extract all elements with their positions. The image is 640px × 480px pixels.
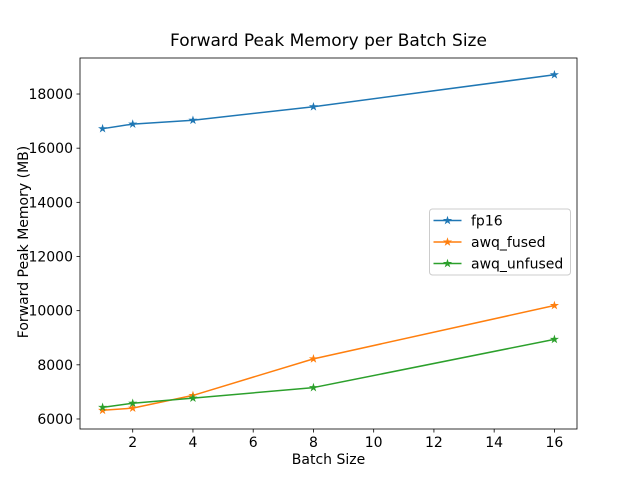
series-line-awq_unfused: [102, 338, 555, 409]
chart-title: Forward Peak Memory per Batch Size: [170, 31, 487, 51]
series-marker-awq_fused: [308, 354, 318, 363]
legend-label-fp16: fp16: [471, 214, 503, 230]
series-marker-fp16: [188, 115, 198, 125]
series-marker-fp16: [308, 101, 318, 111]
x-axis-label: Batch Size: [291, 452, 366, 468]
legend-label-awq_fused: awq_fused: [471, 235, 546, 251]
series-marker-awq_unfused: [308, 382, 318, 392]
y-tick-label: 16000: [28, 141, 73, 157]
series-marker-awq_unfused: [128, 398, 138, 408]
plot-border: [79, 57, 578, 430]
x-tick-label: 16: [545, 435, 563, 451]
series-marker-awq_fused: [549, 300, 559, 310]
x-tick-label: 8: [309, 435, 318, 451]
legend-box: [429, 208, 571, 276]
y-tick-label: 14000: [28, 195, 73, 211]
y-axis-label: Forward Peak Memory (MB): [16, 146, 32, 338]
series-marker-awq_fused: [128, 403, 138, 413]
legend-marker-awq_fused: [442, 237, 453, 246]
x-tick-label: 10: [365, 435, 383, 451]
series-line-fp16: [102, 74, 555, 130]
y-tick-label: 18000: [28, 87, 73, 103]
series-marker-fp16: [549, 69, 559, 79]
y-tick-label: 6000: [37, 412, 73, 428]
legend-label-awq_unfused: awq_unfused: [471, 257, 563, 273]
series-marker-awq_unfused: [188, 393, 198, 403]
x-tick-label: 2: [128, 435, 137, 451]
x-tick-label: 6: [249, 435, 258, 451]
y-tick-label: 12000: [28, 249, 73, 265]
x-tick-label: 14: [485, 435, 503, 451]
x-tick-label: 4: [188, 435, 197, 451]
y-tick-label: 10000: [28, 304, 73, 320]
series-line-awq_fused: [102, 304, 555, 412]
series-marker-fp16: [128, 119, 138, 128]
legend-marker-awq_unfused: [442, 258, 453, 268]
y-tick-label: 8000: [37, 358, 73, 374]
series-marker-awq_fused: [98, 405, 108, 415]
series-marker-awq_unfused: [98, 402, 108, 412]
series-marker-fp16: [98, 123, 108, 133]
legend-marker-fp16: [442, 215, 453, 225]
series-marker-awq_unfused: [549, 334, 559, 344]
x-tick-label: 12: [425, 435, 443, 451]
